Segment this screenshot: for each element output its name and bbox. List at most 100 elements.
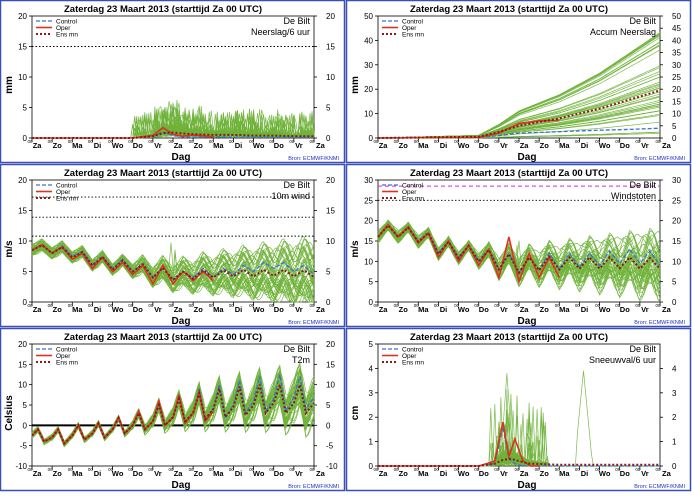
x-day-label: Za — [33, 305, 43, 314]
x-tick-hour: 00 — [249, 303, 255, 308]
y-tick-label-right: 40 — [672, 36, 681, 45]
x-axis-label: Dag — [172, 480, 191, 491]
x-tick-hour: 00 — [535, 467, 541, 472]
x-day-label: Vr — [641, 305, 649, 314]
x-day-label: Ma — [418, 305, 429, 314]
x-tick-hour: 00 — [309, 303, 315, 308]
x-tick-hour: 00 — [474, 303, 480, 308]
y-tick-label-right: 5 — [326, 104, 331, 113]
x-day-label: Do — [274, 469, 284, 478]
y-tick-label-right: 25 — [672, 196, 681, 205]
y-tick-label-right: 1 — [672, 438, 677, 447]
x-day-label: Do — [620, 141, 630, 150]
x-tick-hour: 00 — [148, 467, 154, 472]
variable-label: Sneeuwval/6 uur — [589, 355, 656, 365]
x-day-label: Vr — [295, 469, 303, 478]
chart-title: Zaterdag 23 Maart 2013 (starttijd Za 00 … — [64, 4, 262, 15]
x-tick-hour: 00 — [474, 467, 480, 472]
x-day-label: Di — [440, 305, 448, 314]
x-day-label: Zo — [53, 469, 63, 478]
ensmean-series — [31, 380, 315, 446]
x-day-label: Ma — [418, 141, 429, 150]
ensemble-member-line — [31, 238, 315, 275]
x-axis-label: Dag — [172, 316, 191, 327]
x-day-label: Za — [379, 305, 389, 314]
x-tick-hour: 00 — [414, 467, 420, 472]
y-tick-label-right: 10 — [326, 381, 335, 390]
x-tick-hour: 00 — [289, 467, 295, 472]
x-tick-hour: 00 — [168, 467, 174, 472]
chart-title: Zaterdag 23 Maart 2013 (starttijd Za 00 … — [64, 168, 262, 179]
x-day-label: Za — [520, 141, 530, 150]
chart-panel-4: Zaterdag 23 Maart 2013 (starttijd Za 00 … — [345, 163, 692, 328]
x-tick-hour: 00 — [575, 139, 581, 144]
legend-label-ensmean: Ens mn — [56, 196, 78, 203]
x-day-label: Do — [274, 141, 284, 150]
x-tick-hour: 00 — [575, 303, 581, 308]
legend-label-oper: Oper — [402, 189, 417, 196]
station-label: De Bilt — [283, 16, 310, 26]
x-day-label: Wo — [458, 141, 470, 150]
x-axis-label: Dag — [518, 316, 537, 327]
y-tick-label-right: 20 — [326, 12, 335, 21]
x-axis-label: Dag — [172, 152, 191, 163]
y-axis-label: cm — [350, 406, 361, 421]
x-tick-hour: 00 — [373, 139, 379, 144]
y-axis-label: Celsius — [4, 395, 15, 431]
y-axis-label: mm — [4, 76, 15, 94]
x-tick-hour: 00 — [394, 467, 400, 472]
y-tick-label-right: 50 — [672, 12, 681, 21]
x-day-label: Di — [440, 141, 448, 150]
x-day-label: Za — [174, 469, 184, 478]
y-tick-label: 5 — [23, 268, 28, 277]
y-tick-label: 30 — [364, 61, 373, 70]
x-day-label: Di — [581, 469, 589, 478]
ensmean-series — [378, 457, 660, 467]
ensemble-member-line — [377, 229, 661, 284]
x-day-label: Do — [133, 141, 143, 150]
x-tick-hour: 00 — [148, 303, 154, 308]
x-day-label: Ma — [559, 141, 570, 150]
x-day-label: Vr — [154, 305, 162, 314]
x-tick-hour: 00 — [494, 139, 500, 144]
x-day-label: Za — [33, 469, 43, 478]
x-day-label: Zo — [399, 141, 409, 150]
y-tick-label: 2 — [369, 413, 374, 422]
x-day-label: Do — [479, 469, 489, 478]
ensmean-series — [32, 131, 314, 139]
x-tick-hour: 00 — [48, 303, 54, 308]
x-day-label: Wo — [458, 305, 470, 314]
x-day-label: Di — [581, 305, 589, 314]
y-tick-label-right: 0 — [672, 298, 677, 307]
ensemble-member-line — [31, 240, 315, 280]
x-tick-hour: 00 — [27, 467, 33, 472]
x-day-label: Wo — [599, 305, 611, 314]
x-day-label: Wo — [253, 305, 265, 314]
x-tick-hour: 00 — [148, 139, 154, 144]
x-day-label: Ma — [559, 469, 570, 478]
y-tick-label: 20 — [18, 12, 27, 21]
x-tick-hour: 00 — [88, 467, 94, 472]
legend-label-control: Control — [402, 347, 424, 354]
y-tick-label: 5 — [369, 278, 374, 287]
x-tick-hour: 00 — [128, 139, 134, 144]
x-tick-hour: 00 — [269, 139, 275, 144]
legend-label-oper: Oper — [56, 353, 71, 360]
x-tick-hour: 00 — [189, 139, 195, 144]
x-day-label: Za — [33, 141, 43, 150]
x-tick-hour: 00 — [474, 139, 480, 144]
x-tick-hour: 00 — [249, 139, 255, 144]
x-tick-hour: 00 — [615, 303, 621, 308]
x-tick-hour: 00 — [48, 467, 54, 472]
y-tick-label-right: 5 — [326, 401, 331, 410]
x-day-label: Vr — [500, 305, 508, 314]
x-tick-hour: 00 — [229, 303, 235, 308]
x-tick-hour: 00 — [555, 303, 561, 308]
y-tick-label-right: 10 — [326, 73, 335, 82]
y-tick-label-right: 5 — [672, 278, 677, 287]
x-tick-hour: 00 — [128, 467, 134, 472]
x-tick-hour: 00 — [209, 139, 215, 144]
x-day-label: Ma — [72, 469, 83, 478]
x-tick-hour: 00 — [655, 139, 661, 144]
x-day-label: Zo — [540, 305, 550, 314]
